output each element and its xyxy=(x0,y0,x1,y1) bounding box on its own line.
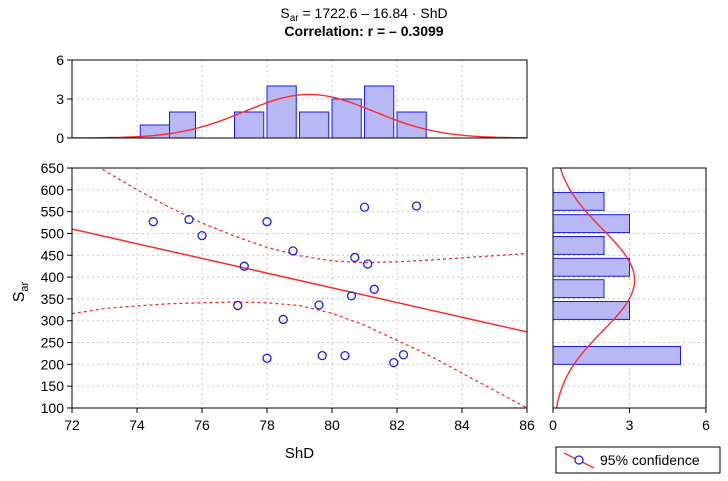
data-point xyxy=(288,246,298,256)
data-point xyxy=(346,291,357,301)
side-histogram-bar xyxy=(552,236,605,255)
main-y-tick-label: 200 xyxy=(41,356,65,372)
data-point xyxy=(398,350,409,360)
main-x-tick-label: 84 xyxy=(454,417,470,433)
top-normal-curve xyxy=(72,93,527,138)
data-point xyxy=(363,259,373,269)
main-x-tick-label: 74 xyxy=(129,417,145,433)
top-histogram-bar xyxy=(266,85,297,139)
data-point xyxy=(148,217,158,227)
main-y-tick-label: 150 xyxy=(41,378,65,394)
side-histogram-bar xyxy=(552,345,681,365)
main-x-tick-label: 78 xyxy=(259,417,275,433)
data-point xyxy=(184,214,194,225)
top-histogram-bar xyxy=(234,111,265,139)
data-point xyxy=(350,252,360,263)
data-point xyxy=(369,284,379,294)
top-histogram-frame xyxy=(71,59,528,139)
main-y-tick-label: 400 xyxy=(41,269,65,285)
top-y-tick-label: 3 xyxy=(56,91,64,107)
side-histogram-bar xyxy=(552,279,605,299)
equation-lhs-subscript: ar xyxy=(289,13,299,24)
data-point xyxy=(340,350,350,361)
side-histogram-bar xyxy=(552,257,630,277)
main-x-tick-label: 76 xyxy=(194,417,210,433)
main-x-tick-label: 72 xyxy=(64,417,80,433)
side-x-tick-label: 6 xyxy=(702,417,710,433)
top-histogram-bar xyxy=(299,111,330,139)
main-y-tick-label: 100 xyxy=(41,400,65,416)
main-y-tick-label: 550 xyxy=(41,204,65,220)
main-y-tick-label: 650 xyxy=(41,160,65,176)
main-y-tick-label: 300 xyxy=(41,313,65,329)
data-point xyxy=(233,300,243,311)
top-histogram-bar xyxy=(169,111,196,139)
side-histogram-bar xyxy=(552,301,630,320)
main-y-tick-label: 500 xyxy=(41,225,65,241)
side-x-tick-label: 0 xyxy=(549,417,557,433)
data-point xyxy=(278,314,288,325)
top-histogram-bar xyxy=(331,98,362,139)
data-point xyxy=(359,202,370,212)
data-point xyxy=(314,300,324,310)
main-y-tick-label: 250 xyxy=(41,335,65,351)
main-x-tick-label: 80 xyxy=(324,417,340,433)
confidence-lower-line xyxy=(72,301,527,408)
top-histogram-bar xyxy=(364,85,395,139)
y-axis-label-subscript: ar xyxy=(19,281,31,291)
data-point xyxy=(239,261,249,271)
side-x-tick-label: 3 xyxy=(626,417,634,433)
main-x-tick-label: 86 xyxy=(519,417,535,433)
main-y-tick-label: 350 xyxy=(41,291,65,307)
regression-line xyxy=(72,228,527,333)
legend-marker-swatch xyxy=(574,455,584,465)
equation-lhs: S xyxy=(280,5,290,21)
side-normal-curve xyxy=(555,168,636,408)
top-y-tick-label: 6 xyxy=(56,52,64,68)
main-y-tick-label: 600 xyxy=(41,182,65,198)
top-y-tick-label: 0 xyxy=(56,130,64,146)
data-point xyxy=(411,201,422,211)
data-point xyxy=(317,350,327,361)
side-histogram-frame xyxy=(552,167,707,409)
legend-label: 95% confidence xyxy=(600,452,700,468)
data-point xyxy=(389,357,399,368)
equation-rhs: = 1722.6 – 16.84 · ShD xyxy=(298,5,448,21)
data-point xyxy=(262,353,272,363)
regression-equation: Sar = 1722.6 – 16.84 · ShD xyxy=(0,5,728,24)
x-axis-label: ShD xyxy=(285,445,314,462)
data-point xyxy=(197,230,207,241)
correlation-label: Correlation: r = – 0.3099 xyxy=(284,23,444,39)
y-axis-label: Sar xyxy=(11,281,31,302)
main-plot-frame xyxy=(71,167,528,409)
data-point xyxy=(262,217,272,227)
y-axis-label-main: S xyxy=(11,292,28,303)
confidence-upper-line xyxy=(99,168,527,264)
main-y-tick-label: 450 xyxy=(41,247,65,263)
main-x-tick-label: 82 xyxy=(389,417,405,433)
